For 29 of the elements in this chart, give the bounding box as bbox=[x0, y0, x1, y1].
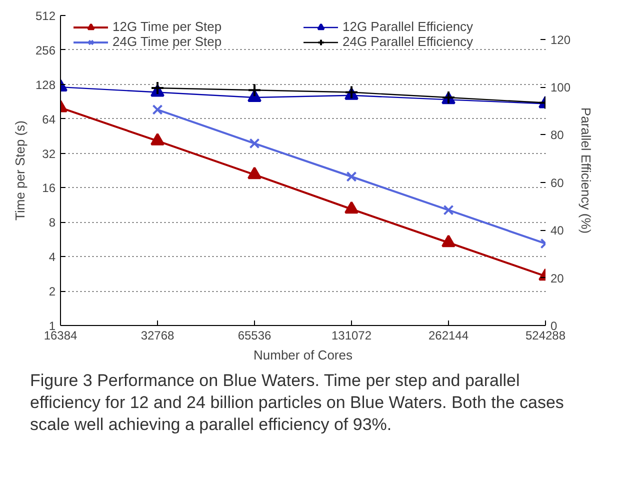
y2-tick-label: 120 bbox=[550, 32, 571, 47]
y2-tick-label: 40 bbox=[550, 224, 564, 238]
y-tick-label: 2 bbox=[48, 284, 56, 299]
legend-label: 12G Parallel Efficiency bbox=[342, 19, 474, 34]
y2-tick-label: 20 bbox=[550, 271, 564, 286]
y2-tick-label: 80 bbox=[550, 128, 564, 142]
x-tick-label: 65536 bbox=[238, 328, 272, 342]
y-tick-label: 8 bbox=[48, 216, 56, 230]
caption: Figure 3 Performance on Blue Waters. Time per step and parallel efficiency for 12 and 24 billion particles on Blue Waters. Both the cases scale well achieving a parallel efficiency of 93%. bbox=[30, 370, 565, 436]
legend-label: 12G Time per Step bbox=[112, 19, 223, 34]
x-tick-label: 131072 bbox=[331, 328, 372, 342]
y-tick-label: 16 bbox=[42, 181, 56, 196]
legend-label: 24G Parallel Efficiency bbox=[342, 34, 474, 49]
y-tick-label: 512 bbox=[35, 9, 56, 23]
x-tick-label: 524288 bbox=[525, 328, 566, 342]
y2-axis-title: Parallel Efficiency (%) bbox=[578, 107, 594, 234]
y-tick-label: 128 bbox=[35, 78, 56, 92]
y2-tick-label: 100 bbox=[550, 80, 571, 95]
y2-tick-label: 60 bbox=[550, 176, 564, 190]
x-axis-title: Number of Cores bbox=[254, 348, 353, 362]
x-tick-label: 32768 bbox=[140, 328, 175, 342]
y-tick-label: 64 bbox=[42, 112, 56, 126]
x-tick-label: 16384 bbox=[44, 328, 78, 342]
y-tick-label: 256 bbox=[35, 43, 56, 58]
x-tick-label: 262144 bbox=[428, 328, 469, 342]
y-axis-title: Time per Step (s) bbox=[12, 120, 28, 220]
y-tick-label: 32 bbox=[42, 146, 56, 161]
legend-label: 24G Time per Step bbox=[112, 34, 223, 49]
y-tick-label: 4 bbox=[48, 250, 56, 264]
